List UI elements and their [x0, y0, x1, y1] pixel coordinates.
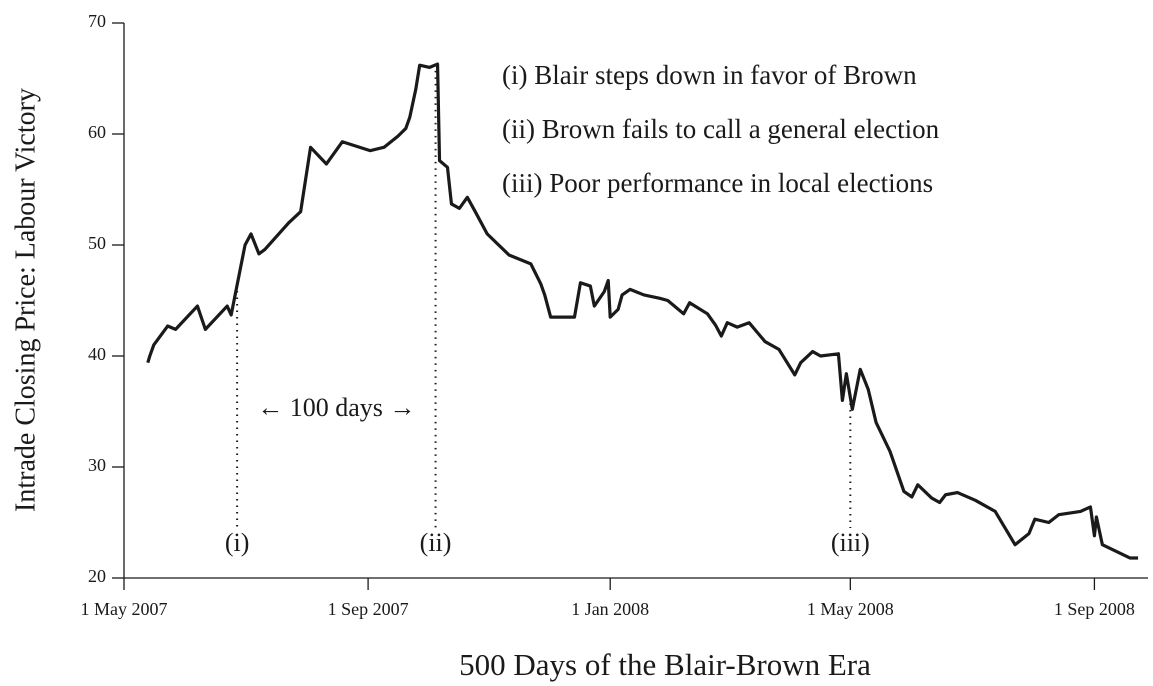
note: (iii) Poor performance in local election…: [502, 168, 933, 198]
event-label: (ii): [420, 528, 452, 557]
x-tick-label: 1 Jan 2008: [571, 599, 649, 619]
note: (ii) Brown fails to call a general elect…: [502, 114, 940, 144]
x-tick-label: 1 Sep 2008: [1054, 599, 1135, 619]
x-tick-label: 1 Sep 2007: [328, 599, 409, 619]
y-tick-label: 30: [88, 455, 106, 475]
event-label: (i): [225, 528, 250, 557]
y-tick-label: 40: [88, 344, 106, 364]
x-tick-label: 1 May 2008: [807, 599, 894, 619]
x-tick-label: 1 May 2007: [81, 599, 168, 619]
y-tick-label: 60: [88, 122, 106, 142]
y-tick-label: 70: [88, 11, 106, 31]
event-label: (iii): [831, 528, 870, 557]
y-tick-label: 50: [88, 233, 106, 253]
note: (i) Blair steps down in favor of Brown: [502, 60, 917, 90]
line: [146, 62, 1139, 560]
y-tick-label: 20: [88, 566, 106, 586]
y-axis-label: Intrade Closing Price: Labour Victory: [10, 88, 41, 512]
span-label: ← 100 days →: [257, 393, 415, 422]
x-axis-label: 500 Days of the Blair-Brown Era: [459, 647, 871, 682]
